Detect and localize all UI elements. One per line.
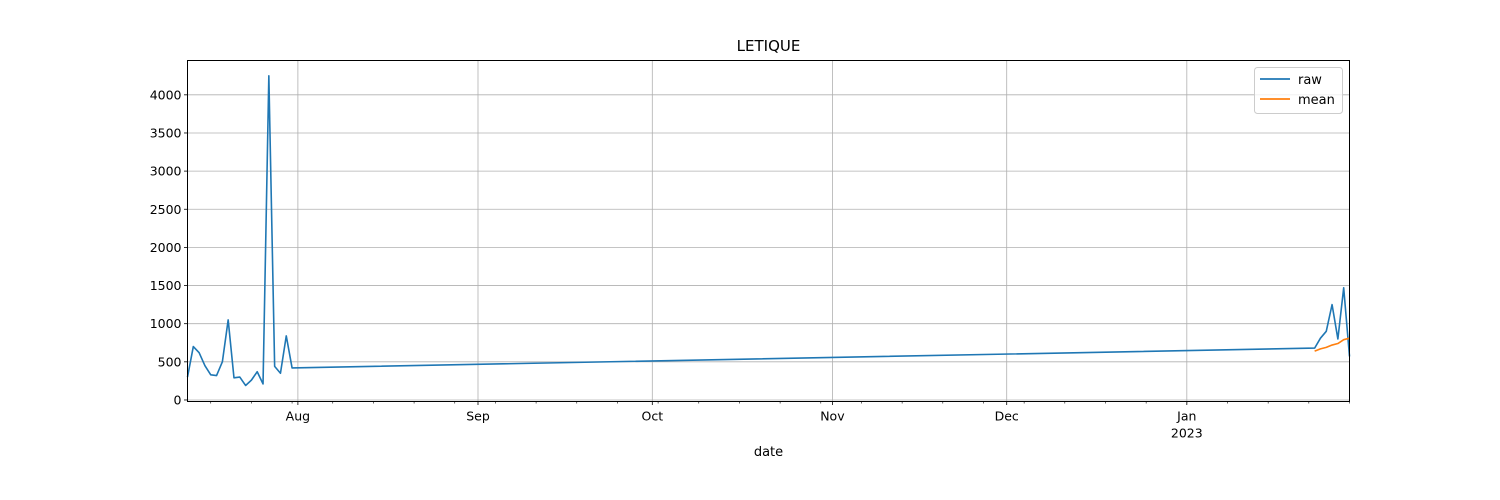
chart-title: LETIQUE xyxy=(737,37,801,55)
x-axis: Aug Sep Oct Nov Dec Jan 2023 xyxy=(210,401,1350,441)
y-tick-label: 0 xyxy=(174,392,182,407)
x-tick-label: Oct xyxy=(641,409,663,424)
x-tick-label: Nov xyxy=(820,409,845,424)
x-tick-label: Dec xyxy=(995,409,1019,424)
x-tick-sublabel: 2023 xyxy=(1171,426,1203,441)
y-tick-label: 3500 xyxy=(150,125,182,140)
series-line-raw xyxy=(186,74,1351,387)
y-tick-label: 1500 xyxy=(150,278,182,293)
y-tick-label: 3000 xyxy=(150,164,182,179)
series-layer xyxy=(186,74,1351,387)
legend-label-mean: mean xyxy=(1298,93,1335,108)
y-axis: 0 500 1000 1500 2000 2500 3000 3500 4000 xyxy=(150,87,188,407)
y-tick-label: 4000 xyxy=(150,87,182,102)
legend-label-raw: raw xyxy=(1298,73,1322,88)
y-tick-label: 2500 xyxy=(150,202,182,217)
series-line-mean xyxy=(1314,337,1350,352)
y-tick-label: 1000 xyxy=(150,316,182,331)
x-tick-label: Sep xyxy=(466,409,490,424)
x-tick-label: Aug xyxy=(286,409,310,424)
x-tick-label: Jan xyxy=(1176,409,1196,424)
plot-frame xyxy=(187,60,1350,402)
x-axis-label: date xyxy=(754,445,783,460)
y-tick-label: 2000 xyxy=(150,240,182,255)
legend: raw mean xyxy=(1254,67,1343,114)
y-tick-label: 500 xyxy=(158,354,182,369)
grid-lines xyxy=(187,60,1350,402)
